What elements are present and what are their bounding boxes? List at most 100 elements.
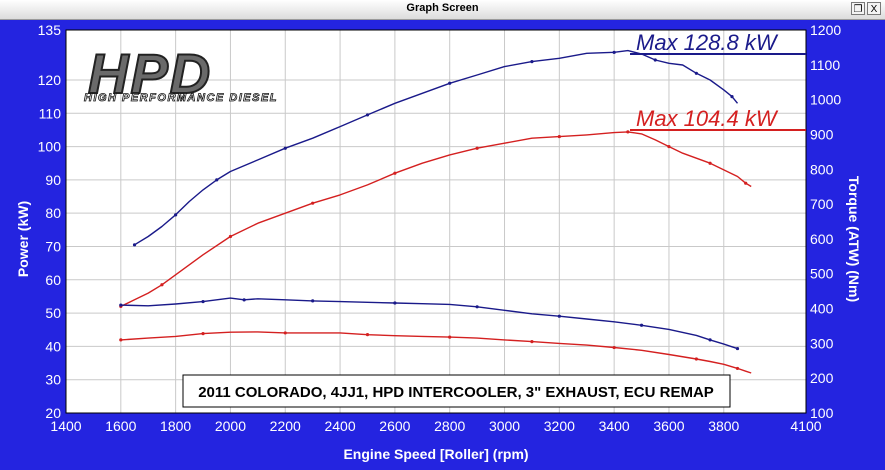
series-point <box>283 146 287 150</box>
restore-window-icon[interactable]: ❐ <box>851 2 865 15</box>
series-point <box>365 333 370 337</box>
series-layer <box>119 49 752 374</box>
series-line-power-1 <box>120 131 752 308</box>
y2-tick-label: 600 <box>810 231 834 247</box>
y2-tick-label: 200 <box>810 370 834 386</box>
y-tick-label: 90 <box>45 172 61 188</box>
x-tick-label: 3000 <box>489 418 520 434</box>
series-point <box>160 283 164 287</box>
series-point <box>228 234 233 239</box>
x-axis-title: Engine Speed [Roller] (rpm) <box>343 446 528 462</box>
y2-axis-title: Torque (ATW) (Nm) <box>846 176 862 302</box>
y-tick-label: 80 <box>45 205 61 221</box>
series-point <box>735 366 740 371</box>
hpd-logo: HPD HIGH PERFORMANCE DIESEL <box>84 41 278 106</box>
close-window-icon[interactable]: X <box>867 2 881 15</box>
plot-area <box>66 30 806 413</box>
x-tick-label: 1800 <box>160 418 191 434</box>
y2-axis-ticks: 1200 1100 1000 900 800 700 600 500 400 300 200 100 <box>810 22 841 421</box>
max-blue-label: Max 128.8 kW <box>636 30 779 55</box>
x-tick-label: 2400 <box>324 418 355 434</box>
y-tick-label: 50 <box>45 305 61 321</box>
series-point <box>557 314 561 318</box>
x-tick-label: 3600 <box>653 418 684 434</box>
series-point <box>557 134 561 139</box>
y-tick-label: 30 <box>45 372 61 388</box>
series-point <box>708 161 712 165</box>
series-point <box>667 144 671 149</box>
y2-tick-label: 900 <box>810 126 834 142</box>
y-tick-label: 120 <box>38 72 62 88</box>
series-point <box>475 305 479 309</box>
series-point <box>119 303 123 307</box>
y-tick-label: 70 <box>45 238 61 254</box>
series-point <box>393 171 397 175</box>
series-point <box>744 181 748 185</box>
vehicle-note: 2011 COLORADO, 4JJ1, HPD INTERCOOLER, 3"… <box>182 374 731 408</box>
logo-tagline: HIGH PERFORMANCE DIESEL <box>84 92 278 104</box>
max-blue-annotation: Max 128.8 kW <box>630 30 806 55</box>
y-tick-label: 110 <box>39 105 62 121</box>
series-point <box>626 130 630 134</box>
x-tick-label: 2800 <box>434 418 465 434</box>
series-line-torque-3 <box>120 331 752 374</box>
x-tick-label: 1400 <box>50 418 81 434</box>
y2-tick-label: 100 <box>810 405 834 421</box>
series-point <box>311 299 315 303</box>
series-line-power-0 <box>134 49 739 246</box>
x-tick-label: 4100 <box>790 418 821 434</box>
series-point <box>448 335 452 339</box>
y2-tick-label: 500 <box>810 266 834 282</box>
series-point <box>639 323 644 327</box>
series-point <box>201 332 205 336</box>
x-tick-label: 3400 <box>599 418 630 434</box>
series-point <box>311 201 315 205</box>
series-point <box>283 331 287 335</box>
y2-tick-label: 1200 <box>810 22 841 38</box>
y2-tick-label: 300 <box>810 335 834 351</box>
x-tick-label: 2200 <box>270 418 301 434</box>
max-red-label: Max 104.4 kW <box>636 106 779 131</box>
grid-lines <box>65 29 807 414</box>
y-tick-label: 100 <box>38 139 62 155</box>
logo-mark: HPD <box>88 42 212 105</box>
x-tick-label: 2600 <box>379 418 410 434</box>
y-axis-ticks: 135 120 110 100 90 80 70 60 50 40 30 20 <box>38 22 62 421</box>
plot-border <box>65 29 807 414</box>
y2-tick-label: 400 <box>810 301 834 317</box>
series-point <box>694 357 698 361</box>
series-point <box>174 213 178 217</box>
vehicle-note-box <box>182 374 731 408</box>
window-title: Graph Screen <box>406 2 479 14</box>
vehicle-note-text: 2011 COLORADO, 4JJ1, HPD INTERCOOLER, 3"… <box>198 384 714 401</box>
series-point <box>612 50 616 54</box>
series-point <box>612 345 616 350</box>
series-point <box>393 301 397 305</box>
series-point <box>708 338 712 342</box>
series-point <box>215 178 219 182</box>
title-bar[interactable]: Graph Screen ❐ X <box>0 0 885 20</box>
series-point <box>448 81 452 85</box>
x-tick-label: 3800 <box>708 418 739 434</box>
y-tick-label: 60 <box>45 272 61 288</box>
dyno-chart: HPD HIGH PERFORMANCE DIESEL Max 128.8 kW… <box>15 22 862 462</box>
series-point <box>242 298 246 302</box>
series-point <box>530 60 534 64</box>
series-point <box>730 95 734 99</box>
series-point <box>119 338 123 342</box>
y2-tick-label: 1000 <box>810 92 841 108</box>
max-red-annotation: Max 104.4 kW <box>630 106 806 131</box>
series-point <box>653 58 657 62</box>
x-tick-label: 2000 <box>215 418 246 434</box>
series-point <box>475 146 479 150</box>
series-point <box>530 340 534 344</box>
series-line-torque-2 <box>120 297 738 350</box>
x-tick-label: 3200 <box>544 418 575 434</box>
x-axis-ticks: 1400 1600 1800 2000 2200 2400 2600 2800 3000 3200… <box>50 418 821 434</box>
y-tick-label: 135 <box>38 22 62 38</box>
series-point <box>365 113 370 117</box>
series-point <box>201 299 205 304</box>
y-tick-label: 20 <box>45 405 61 421</box>
y-tick-label: 40 <box>45 338 61 354</box>
